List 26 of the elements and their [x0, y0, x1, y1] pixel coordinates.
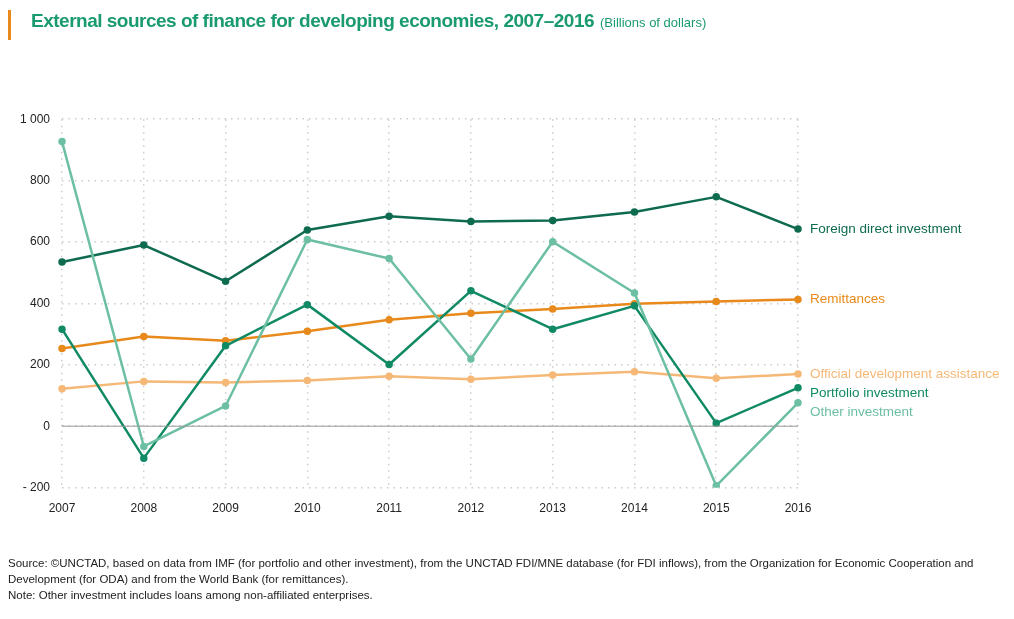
- x-tick-label: 2012: [457, 501, 485, 516]
- x-tick-label: 2013: [539, 501, 567, 516]
- x-tick-label: 2010: [294, 501, 322, 516]
- y-tick-label: 200: [30, 357, 51, 372]
- y-tick-label: 800: [30, 172, 51, 187]
- x-tick-label: 2015: [702, 501, 730, 516]
- y-tick-label: 1 000: [20, 111, 51, 126]
- source-note: Source: ©UNCTAD, based on data from IMF (for portfolio and other investment), from the UNCTAD FDI/MNE database (for FDI inflows), from the Organization for Economic Cooperation and Development (for ODA) and from the World Bank (for remittances).: [8, 556, 975, 587]
- x-tick-label: 2008: [130, 501, 158, 516]
- y-tick-label: 600: [30, 234, 51, 249]
- chart-title: External sources of finance for developing economies, 2007–2016: [31, 10, 595, 32]
- y-tick-label: 400: [30, 295, 51, 310]
- y-tick-label: 0: [43, 418, 51, 433]
- text: Note: Other investment includes loans among non-affiliated enterprises.: [8, 588, 374, 603]
- series-label: Other investment: [810, 403, 914, 419]
- y-tick-label: - 200: [22, 479, 51, 494]
- series-label: Foreign direct investment: [810, 220, 962, 236]
- x-tick-label: 2016: [784, 501, 812, 516]
- x-tick-label: 2011: [376, 501, 403, 516]
- x-tick-label: 2007: [48, 501, 76, 516]
- x-tick-label: 2009: [212, 501, 240, 516]
- series-label: Remittances: [810, 291, 886, 307]
- series-label: Portfolio investment: [810, 384, 929, 400]
- series-label: Official development assistance: [810, 365, 1000, 381]
- x-tick-label: 2014: [621, 501, 649, 516]
- chart-subtitle: (Billions of dollars): [600, 15, 707, 30]
